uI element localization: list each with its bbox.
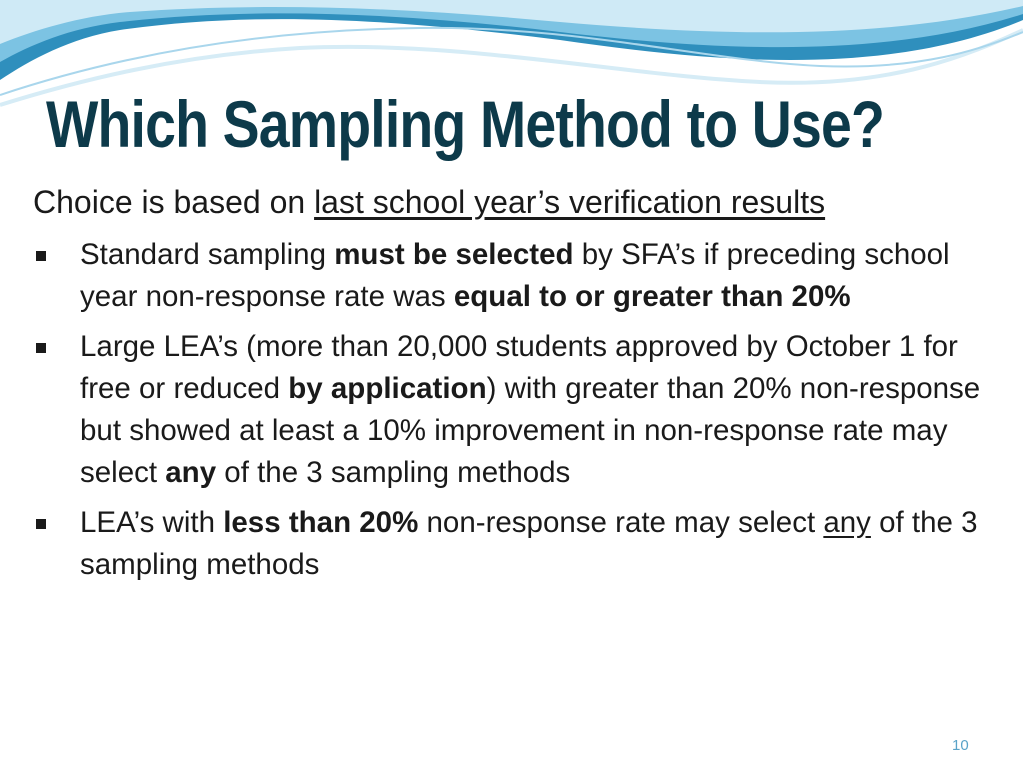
header-wave-decoration [0,0,1023,107]
bullet-text: of the 3 sampling methods [80,506,978,581]
bullet-text: Large LEA’s (more than 20,000 students a… [80,330,958,405]
bullet-bold-text: less than 20% [223,506,419,539]
bullet-bold-text: equal to or greater than 20% [453,280,851,313]
bullet-item-less-than-20: LEA’s with less than 20% non-response ra… [33,502,993,586]
bullet-text: of the 3 sampling methods [216,456,571,489]
square-bullet-icon [36,251,46,261]
bullet-text: ) with greater than 20% non-response but… [80,372,981,489]
intro-lead: Choice is based on [33,184,315,220]
bullet-bold-text: must be selected [334,238,574,271]
bullet-text: non-response rate may select [418,506,824,539]
square-bullet-icon [36,519,46,529]
intro-underlined: last school year’s verification results [314,184,826,220]
intro-line: Choice is based on last school year’s ve… [33,184,825,221]
bullet-item-large-lea: Large LEA’s (more than 20,000 students a… [33,326,993,494]
bullet-bold-text: any [165,456,217,489]
slide-title: Which Sampling Method to Use? [46,87,885,161]
page-number: 10 [952,737,969,754]
square-bullet-icon [36,343,46,353]
bullet-bold-text: by application [288,372,487,405]
bullet-list: Standard sampling must be selected by SF… [33,234,993,594]
bullet-text: LEA’s with [80,506,224,539]
bullet-text: by SFA’s if preceding school year non-re… [80,238,950,313]
bullet-item-standard-sampling: Standard sampling must be selected by SF… [33,234,993,318]
bullet-text: Standard sampling [80,238,335,271]
bullet-underlined-text: any [823,506,871,539]
